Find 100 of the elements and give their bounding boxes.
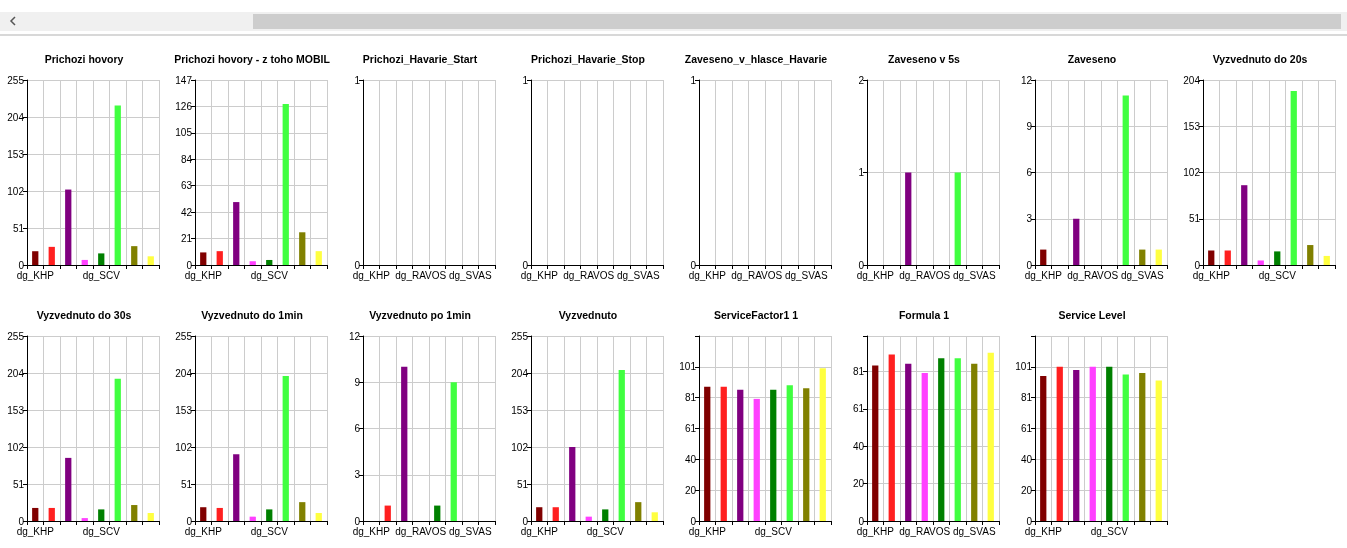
chart-title: Vyzvednuto do 1min (201, 308, 303, 321)
bar (200, 507, 207, 521)
y-tick-label: 102 (7, 441, 25, 453)
bar (987, 352, 994, 521)
bar (770, 389, 777, 521)
x-tick-label: dg_SCV (1258, 269, 1297, 281)
chart-title: Vyzvednuto do 20s (1212, 52, 1308, 65)
y-tick-label: 81 (1020, 392, 1033, 404)
x-tick-label: dg_KHP (16, 525, 55, 537)
x-tick-label: dg_SCV (1090, 525, 1129, 537)
bar (114, 378, 121, 521)
chart-title: Prichozi hovory - z toho MOBIL (174, 52, 331, 65)
x-tick-label: dg_SVAS (1120, 269, 1164, 281)
x-tick-label: dg_RAVOS (395, 525, 447, 537)
bar (1155, 380, 1162, 521)
bar (81, 259, 88, 265)
bar (147, 256, 154, 265)
x-tick-label: dg_KHP (184, 525, 223, 537)
bar (552, 507, 559, 521)
bar (216, 507, 223, 521)
y-tick-label: 21 (180, 233, 193, 245)
bar (299, 502, 306, 521)
bar (872, 365, 879, 521)
y-tick-label: 84 (180, 153, 193, 165)
bar (233, 454, 240, 521)
x-tick-label: dg_KHP (1192, 269, 1231, 281)
x-tick-label: dg_KHP (16, 269, 55, 281)
bar (1089, 366, 1096, 521)
bar (786, 385, 793, 521)
bar (1290, 90, 1297, 265)
y-tick-label: 255 (511, 330, 529, 342)
bar (819, 368, 826, 521)
bar (384, 505, 391, 521)
y-tick-label: 81 (684, 392, 697, 404)
bar (1208, 250, 1215, 265)
x-tick-label: dg_SVAS (952, 525, 996, 537)
bar (1040, 249, 1047, 265)
bar (315, 251, 322, 265)
bar (1106, 366, 1113, 521)
x-tick-label: dg_SCV (82, 269, 121, 281)
y-tick-label: 51 (180, 478, 193, 490)
y-tick-label: 102 (7, 185, 25, 197)
bar (971, 363, 978, 521)
y-tick-label: 153 (7, 404, 25, 416)
y-tick-label: 1 (354, 74, 361, 86)
bar (48, 246, 55, 265)
bar (704, 386, 711, 521)
x-tick-label: dg_RAVOS (1067, 269, 1119, 281)
x-tick-label: dg_SVAS (616, 269, 660, 281)
chart-title: ServiceFactor1 1 (713, 308, 799, 321)
y-tick-label: 105 (175, 127, 193, 139)
x-tick-label: dg_KHP (520, 525, 559, 537)
bar (1139, 372, 1146, 521)
bar (1274, 251, 1281, 265)
y-tick-label: 51 (12, 222, 25, 234)
y-tick-label: 255 (7, 330, 25, 342)
x-tick-label: dg_KHP (1024, 269, 1063, 281)
y-tick-label: 61 (684, 423, 697, 434)
x-tick-label: dg_SCV (250, 525, 289, 537)
y-tick-label: 255 (175, 330, 193, 342)
x-tick-label: dg_KHP (352, 525, 391, 537)
bar (315, 513, 322, 521)
x-tick-label: dg_KHP (184, 269, 223, 281)
chart-title: Zaveseno (1067, 52, 1117, 65)
chart-title: Vyzvednuto do 30s (36, 308, 132, 321)
chart-title: Vyzvednuto po 1min (369, 308, 471, 321)
y-tick-label: 40 (684, 453, 697, 465)
bar (299, 232, 306, 265)
y-tick-label: 1 (858, 167, 865, 178)
x-tick-label: dg_SCV (250, 269, 289, 281)
chart-title: Prichozi_Havarie_Stop (531, 52, 645, 65)
y-tick-label: 61 (1020, 423, 1033, 434)
bar (48, 507, 55, 521)
x-tick-label: dg_RAVOS (563, 269, 615, 281)
y-tick-label: 40 (852, 440, 865, 452)
bar (114, 105, 121, 265)
chart-title: Prichozi_Havarie_Start (362, 52, 478, 65)
bar (905, 363, 912, 521)
y-tick-label: 2 (858, 74, 865, 86)
y-tick-label: 42 (180, 206, 193, 218)
bar (1040, 375, 1047, 521)
x-tick-label: dg_RAVOS (395, 269, 447, 281)
bar (1323, 255, 1330, 265)
bar (200, 252, 207, 265)
bar (32, 507, 39, 521)
bar (98, 253, 105, 265)
chart-title: Formula 1 (898, 308, 950, 321)
x-tick-label: dg_KHP (688, 525, 727, 537)
x-tick-label: dg_RAVOS (899, 525, 951, 537)
y-tick-label: 126 (175, 100, 193, 112)
bar (938, 358, 945, 521)
bar (266, 259, 273, 265)
x-tick-label: dg_SCV (754, 525, 793, 537)
x-tick-label: dg_KHP (352, 269, 391, 281)
x-tick-label: dg_KHP (856, 525, 895, 537)
chart-title: Zaveseno_v_hlasce_Havarie (684, 52, 828, 65)
bar (1073, 369, 1080, 521)
x-tick-label: dg_KHP (856, 269, 895, 281)
y-tick-label: 40 (1020, 453, 1033, 465)
y-tick-label: 153 (175, 404, 193, 416)
